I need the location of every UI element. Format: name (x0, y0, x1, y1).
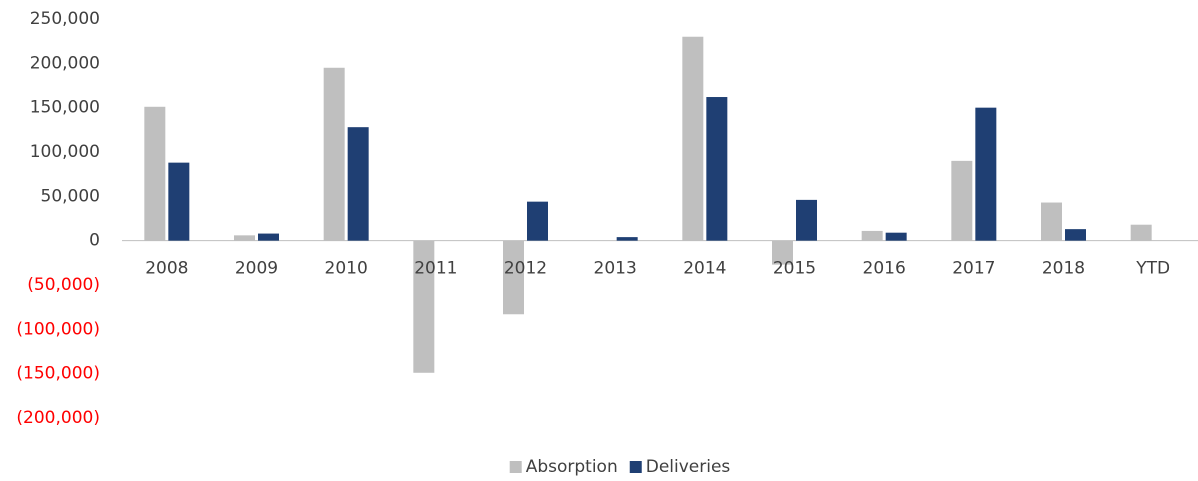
x-tick-label: 2010 (325, 259, 368, 279)
x-tick-label: 2017 (952, 259, 995, 279)
legend-swatch (629, 461, 642, 473)
bar (951, 160, 973, 241)
x-tick-label: 2015 (773, 259, 816, 279)
bar (413, 240, 435, 373)
bar (1041, 202, 1062, 241)
x-tick-label: YTD (1135, 259, 1170, 279)
bar (975, 107, 997, 241)
y-tick-label: (50,000) (27, 275, 100, 295)
bar (861, 230, 883, 241)
legend-label: Absorption (526, 457, 618, 477)
bar (1065, 229, 1086, 241)
bar (885, 232, 907, 241)
bar (1130, 224, 1152, 241)
bar (144, 106, 166, 241)
bar (168, 162, 190, 241)
x-tick-label: 2012 (504, 259, 547, 279)
bar (796, 199, 817, 241)
bar (347, 127, 369, 241)
y-tick-label: 0 (89, 231, 100, 251)
legend-label: Deliveries (646, 457, 731, 477)
bar (706, 97, 728, 241)
bar (323, 67, 345, 241)
y-tick-label: 150,000 (30, 98, 100, 118)
x-tick-label: 2014 (683, 259, 726, 279)
y-tick-label: 250,000 (30, 9, 100, 29)
y-tick-label: 50,000 (41, 186, 100, 206)
x-tick-label: 2008 (145, 259, 188, 279)
bar (503, 240, 524, 315)
bar (258, 233, 279, 241)
x-tick-label: 2018 (1042, 259, 1085, 279)
x-tick-label: 2016 (863, 259, 906, 279)
y-tick-label: 100,000 (30, 142, 100, 162)
y-tick-label: 200,000 (30, 53, 100, 73)
y-tick-label: (100,000) (16, 319, 100, 339)
bar (527, 201, 548, 241)
x-tick-label: 2009 (235, 259, 278, 279)
y-tick-label: (150,000) (16, 364, 100, 384)
bar (616, 237, 638, 241)
legend-swatch (509, 461, 522, 473)
bar (682, 36, 704, 241)
x-tick-label: 2013 (594, 259, 637, 279)
y-tick-label: (200,000) (16, 408, 100, 428)
bar (772, 240, 793, 265)
bar (234, 235, 255, 241)
x-tick-label: 2011 (414, 259, 457, 279)
